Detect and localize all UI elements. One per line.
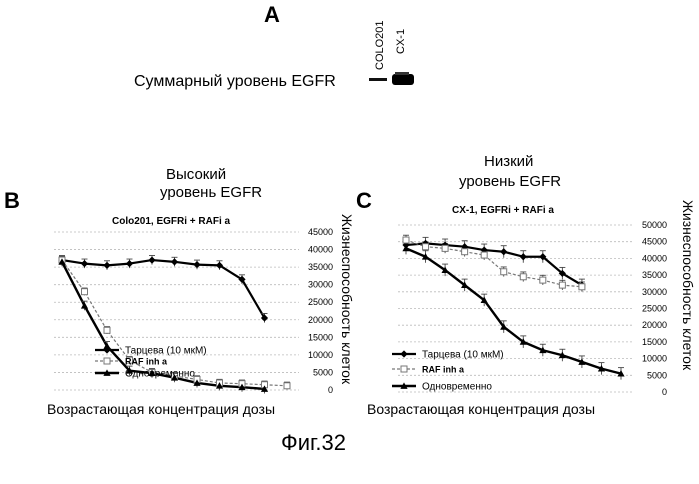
cx1-series-line [406, 240, 582, 287]
colo201-data-point [103, 262, 110, 269]
cx1-legend-marker [400, 350, 407, 357]
cx1-data-point [423, 244, 429, 250]
cx1-ytick-label: 35000 [642, 270, 667, 280]
cx1-ytick-label: 10000 [642, 354, 667, 364]
chart-cx1-title: CX-1, EGFRi + RAFi a [452, 205, 554, 216]
colo201-ytick-label: 10000 [308, 350, 333, 360]
colo201-data-point [81, 260, 88, 267]
colo201-ytick-label: 0 [328, 385, 333, 395]
colo201-ytick-label: 5000 [313, 367, 333, 377]
cx1-data-point [520, 253, 527, 260]
cx1-legend-label: Тарцева (10 мкМ) [422, 350, 504, 361]
panel-c-heading-line1: Низкий [484, 153, 533, 170]
colo201-data-point [171, 258, 178, 265]
chart-colo201: Colo201, EGFRi + RAFi a 45000 40000 35000 3… [47, 214, 355, 417]
cx1-data-point [559, 282, 565, 288]
chart-cx1-ylabel: Жизнеспособность клеток [680, 200, 696, 371]
cx1-legend-label: RAF inh a [422, 365, 465, 375]
colo201-ytick-label: 25000 [308, 297, 333, 307]
cx1-data-point [500, 248, 507, 255]
cx1-data-point [462, 249, 468, 255]
chart-cx1-xlabel: Возрастающая концентрация дозы [367, 401, 595, 417]
cx1-ytick-label: 40000 [642, 253, 667, 263]
colo201-data-point [284, 383, 290, 389]
blot-lane-label-cx1: CX-1 [395, 29, 407, 54]
colo201-series-line [62, 260, 265, 318]
panel-a-letter: A [264, 2, 280, 27]
colo201-ytick-label: 30000 [308, 280, 333, 290]
colo201-series-line [62, 260, 287, 386]
panel-c-heading-line2: уровень EGFR [459, 173, 561, 190]
panel-b-heading-line1: Высокий [166, 166, 226, 183]
panel-b-heading-line2: уровень EGFR [160, 184, 262, 201]
panel-c-letter: C [356, 188, 372, 213]
cx1-ytick-label: 0 [662, 387, 667, 397]
colo201-data-point [126, 260, 133, 267]
cx1-data-point [540, 277, 546, 283]
cx1-ytick-label: 20000 [642, 320, 667, 330]
cx1-data-point [579, 284, 585, 290]
chart-colo201-ylabel: Жизнеспособность клеток [339, 214, 355, 385]
colo201-ytick-label: 40000 [308, 245, 333, 255]
colo201-ytick-label: 45000 [308, 227, 333, 237]
blot-row-label: Суммарный уровень EGFR [134, 73, 336, 90]
colo201-ytick-label: 20000 [308, 315, 333, 325]
colo201-ytick-label: 15000 [308, 332, 333, 342]
blot-band-cx1-top [395, 72, 409, 75]
cx1-ytick-label: 5000 [647, 370, 667, 380]
chart-cx1: CX-1, EGFRi + RAFi a 5000045000400003500… [367, 200, 696, 417]
cx1-legend-marker [401, 366, 407, 372]
cx1-data-point [520, 274, 526, 280]
colo201-legend-label: Одновременно [125, 369, 195, 380]
panel-b-letter: B [4, 188, 20, 213]
cx1-series-line [406, 243, 582, 285]
cx1-data-point [501, 269, 507, 275]
colo201-data-point [148, 256, 155, 263]
colo201-data-point [104, 327, 110, 333]
colo201-legend-label: Тарцева (10 мкМ) [125, 346, 207, 357]
blot-band-cx1 [392, 74, 414, 85]
cx1-data-point [442, 245, 448, 251]
cx1-data-point [403, 237, 409, 243]
colo201-legend-marker [104, 358, 110, 364]
cx1-ytick-label: 45000 [642, 237, 667, 247]
blot-lane-label-colo201: COLO201 [374, 20, 386, 70]
colo201-ytick-label: 35000 [308, 262, 333, 272]
figure-caption: Фиг.32 [281, 430, 346, 455]
cx1-ytick-label: 50000 [642, 220, 667, 230]
chart-colo201-title: Colo201, EGFRi + RAFi a [112, 216, 231, 227]
cx1-ytick-label: 25000 [642, 304, 667, 314]
cx1-ytick-label: 15000 [642, 337, 667, 347]
colo201-data-point [82, 289, 88, 295]
colo201-legend-label: RAF inh a [125, 357, 168, 367]
blot-band-colo201 [369, 78, 387, 81]
cx1-ytick-label: 30000 [642, 287, 667, 297]
cx1-data-point [481, 252, 487, 258]
chart-colo201-xlabel: Возрастающая концентрация дозы [47, 401, 275, 417]
cx1-legend-label: Одновременно [422, 382, 492, 393]
